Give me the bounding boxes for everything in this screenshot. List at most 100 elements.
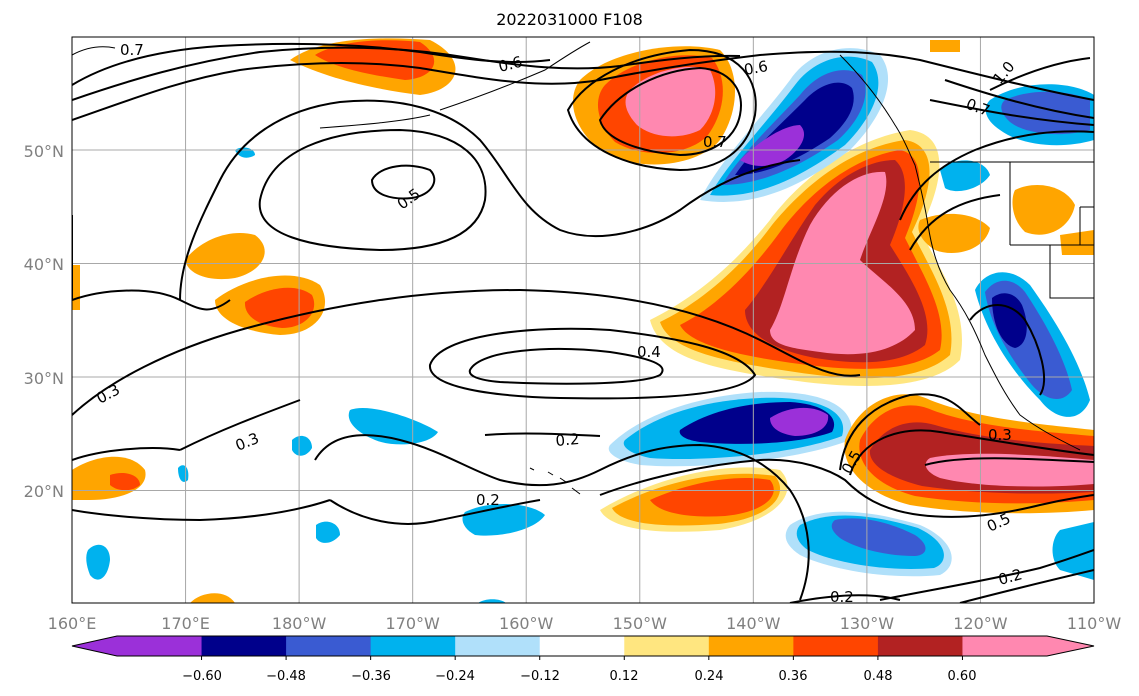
coastline-alaska	[72, 41, 591, 129]
negative-anomaly-region	[478, 599, 506, 603]
colorbar-tick-label: 0.36	[779, 669, 808, 684]
longitude-label: 160°E	[48, 614, 97, 633]
colorbar-tick-label: −0.60	[182, 669, 222, 684]
contour-line	[599, 458, 1094, 518]
contour-line	[72, 215, 231, 311]
map-frame	[71, 36, 1095, 604]
contour-line	[72, 399, 301, 461]
negative-anomaly-region	[316, 521, 340, 543]
longitude-label: 180°W	[272, 614, 327, 633]
contour-line	[789, 594, 901, 603]
contour-line	[72, 46, 741, 101]
positive-anomaly-region	[72, 265, 80, 310]
contour-line	[314, 434, 810, 601]
colorbar-tick-labels: −0.60 −0.48 −0.36 −0.24 −0.12 0.12 0.24 …	[182, 669, 976, 684]
positive-anomaly-region	[925, 453, 1094, 487]
colorbar-tick-label: −0.12	[520, 669, 560, 684]
colorbar-outline	[71, 635, 1095, 657]
contour-line	[566, 48, 757, 172]
gridlines	[72, 37, 1094, 603]
colorbar-segment	[793, 636, 879, 656]
negative-anomaly-region	[992, 293, 1027, 348]
colorbar-extend-low	[72, 636, 117, 656]
colorbar-segment	[370, 636, 456, 656]
longitude-label: 140°W	[726, 614, 781, 633]
contour-line	[179, 99, 801, 301]
colorbar-segment	[286, 636, 372, 656]
positive-anomaly-region	[650, 478, 774, 517]
contour-label: 0.2	[476, 491, 500, 509]
contour-line	[849, 429, 1094, 476]
colorbar-segment	[877, 636, 963, 656]
positive-anomaly-region	[918, 213, 990, 254]
coastline-north-america	[839, 54, 1081, 451]
hawaii-islands	[529, 467, 581, 495]
contour-line	[879, 549, 1094, 601]
positive-anomaly-region	[110, 473, 140, 491]
colorbar	[71, 635, 1095, 660]
contour-line	[484, 432, 601, 437]
contour-line	[839, 393, 981, 471]
latitude-label: 40°N	[24, 255, 64, 274]
longitude-label: 160°W	[499, 614, 554, 633]
coastlines	[72, 41, 1094, 495]
colorbar-tick-label: 0.12	[610, 669, 639, 684]
colorbar-segment	[201, 636, 287, 656]
colorbar-tick-label: −0.48	[266, 669, 306, 684]
contour-label: 0.3	[988, 426, 1012, 444]
longitude-label: 170°E	[161, 614, 210, 633]
negative-anomaly-region	[86, 544, 110, 580]
colorbar-segment	[624, 636, 710, 656]
positive-anomaly-region	[185, 232, 265, 280]
contour-line	[428, 327, 757, 400]
colorbar-tick-label: −0.24	[435, 669, 475, 684]
contour-line	[72, 50, 1094, 121]
contour-line	[598, 66, 742, 157]
contour-label: 0.5	[394, 185, 424, 214]
longitude-label: 120°W	[953, 614, 1008, 633]
contour-label: 0.7	[703, 133, 727, 151]
positive-anomaly-region	[625, 66, 716, 137]
state-borders	[930, 161, 1094, 299]
positive-anomaly-region	[190, 593, 235, 603]
positive-anomaly-region	[1060, 230, 1094, 255]
contour-label: 0.6	[497, 53, 525, 76]
contour-line	[72, 43, 551, 86]
longitude-labels: 160°E 170°E 180°W 170°W 160°W 150°W 140°…	[48, 614, 1122, 633]
contour-line	[258, 128, 487, 252]
latitude-label: 50°N	[24, 142, 64, 161]
contour-line	[72, 499, 541, 525]
negative-anomaly-region	[770, 407, 829, 436]
contour-line	[924, 457, 1094, 466]
colorbar-tick-label: −0.36	[351, 669, 391, 684]
longitude-label: 110°W	[1067, 614, 1122, 633]
negative-anomaly-region	[178, 465, 189, 482]
colorbar-segment	[117, 636, 203, 656]
colorbar-tick-label: 0.60	[948, 669, 977, 684]
negative-anomaly-region	[292, 435, 312, 456]
contour-label: 0.3	[93, 380, 123, 407]
negative-anomaly-region	[831, 518, 926, 556]
positive-anomaly-region	[244, 287, 315, 328]
latitude-label: 30°N	[24, 369, 64, 388]
contour-line	[989, 57, 1091, 91]
contour-label: 0.2	[830, 588, 854, 606]
longitude-label: 150°W	[613, 614, 668, 633]
contour-line	[969, 304, 1046, 396]
colorbar-segment	[539, 636, 625, 656]
contour-lines	[72, 43, 1094, 603]
contour-label: 0.3	[233, 429, 262, 455]
contour-line	[909, 194, 1001, 251]
negative-anomaly-region	[462, 504, 545, 536]
latitude-labels: 50°N 40°N 30°N 20°N	[24, 142, 64, 501]
contour-line	[899, 130, 1094, 221]
positive-anomaly-region	[930, 40, 960, 52]
contour-line	[944, 79, 1094, 119]
contour-label: 0.6	[743, 57, 770, 79]
contour-label: 0.7	[120, 41, 144, 59]
colorbar-extend-high	[1047, 636, 1094, 656]
colorbar-tick-label: 0.48	[864, 669, 893, 684]
longitude-label: 130°W	[840, 614, 895, 633]
contour-line	[929, 99, 1094, 126]
